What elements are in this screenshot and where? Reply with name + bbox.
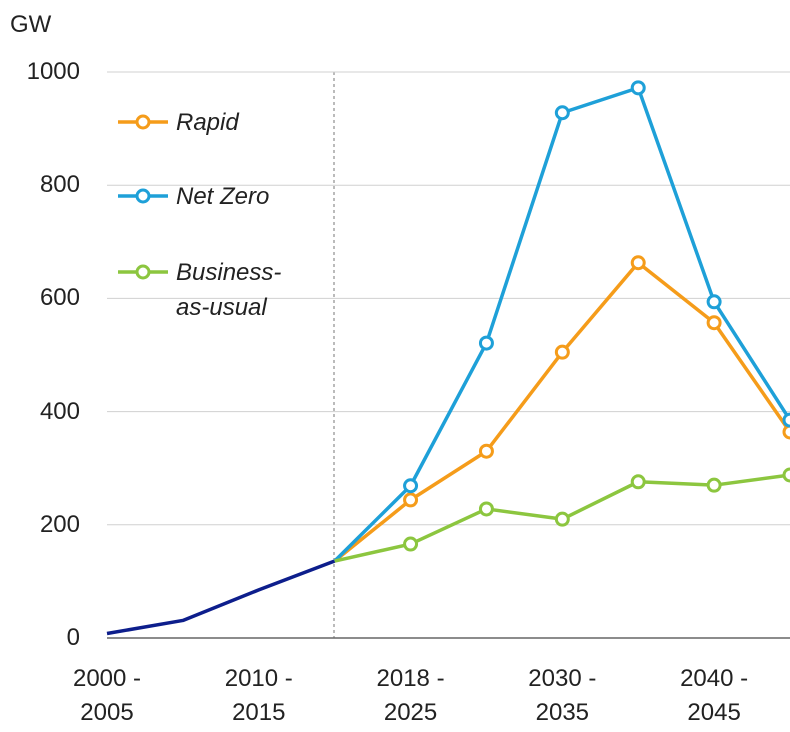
- data-point: [630, 474, 646, 490]
- data-point: [782, 424, 790, 440]
- data-point: [478, 501, 494, 517]
- data-point: [403, 478, 419, 494]
- legend-marker: [135, 264, 151, 280]
- data-point: [554, 105, 570, 121]
- data-point: [706, 294, 722, 310]
- data-point: [706, 315, 722, 331]
- legend-marker: [135, 114, 151, 130]
- y-tick-label: 800: [39, 171, 80, 199]
- legend-label: Net Zero: [176, 183, 270, 210]
- x-tick-label: 2030 - 2035: [528, 665, 597, 726]
- x-tick-label: 2000 - 2005: [72, 665, 142, 726]
- y-tick-label: 400: [39, 397, 80, 425]
- y-tick-label: 0: [66, 624, 80, 651]
- y-tick-label: 1000: [26, 58, 80, 85]
- data-point: [706, 477, 722, 493]
- series-line: [333, 86, 790, 563]
- x-tick-label: 2018 - 2025: [376, 665, 445, 726]
- data-point: [478, 443, 494, 459]
- x-tick-label: 2040 - 2045: [680, 665, 749, 726]
- data-point: [630, 80, 646, 96]
- data-point: [403, 536, 419, 552]
- legend-marker: [135, 188, 151, 204]
- data-point: [478, 335, 494, 351]
- data-point: [554, 511, 570, 527]
- data-point: [782, 412, 790, 428]
- y-tick-label: 200: [39, 510, 80, 538]
- data-point: [782, 467, 790, 483]
- series-line: [106, 559, 336, 636]
- y-tick-label: 600: [39, 284, 80, 312]
- data-point: [403, 492, 419, 508]
- data-point: [554, 344, 570, 360]
- x-tick-label: 2010 - 2015: [224, 665, 293, 726]
- legend-label: Rapid: [176, 109, 239, 136]
- y-axis-label: GW: [10, 11, 52, 38]
- legend-label: Business-as-usual: [176, 259, 282, 321]
- data-point: [630, 255, 646, 271]
